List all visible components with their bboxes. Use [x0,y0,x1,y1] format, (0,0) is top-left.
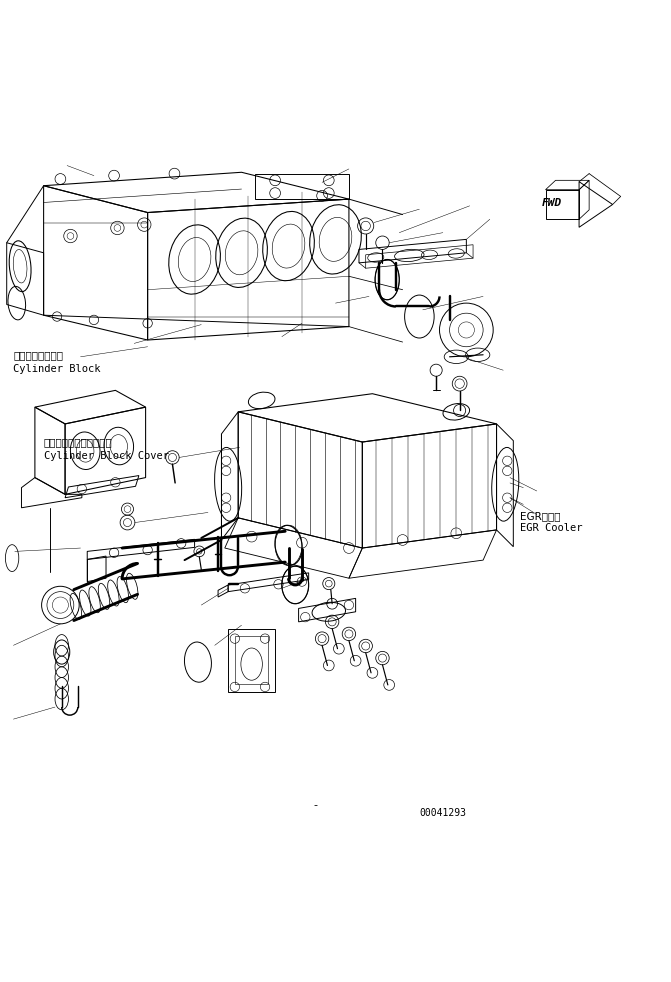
Bar [228,628,275,692]
Text: Cylinder Block Cover: Cylinder Block Cover [44,451,168,461]
Text: Cylinder Block: Cylinder Block [13,363,101,373]
Text: EGRクーラ: EGRクーラ [520,512,560,521]
Text: EGR Cooler: EGR Cooler [520,523,582,533]
Text: -: - [313,799,317,810]
Bar [235,636,268,684]
Text: FWD: FWD [542,198,562,208]
Text: シリンダブロックカバー: シリンダブロックカバー [44,437,112,448]
Text: 00041293: 00041293 [419,808,466,818]
Text: シリンダブロック: シリンダブロック [13,351,64,360]
